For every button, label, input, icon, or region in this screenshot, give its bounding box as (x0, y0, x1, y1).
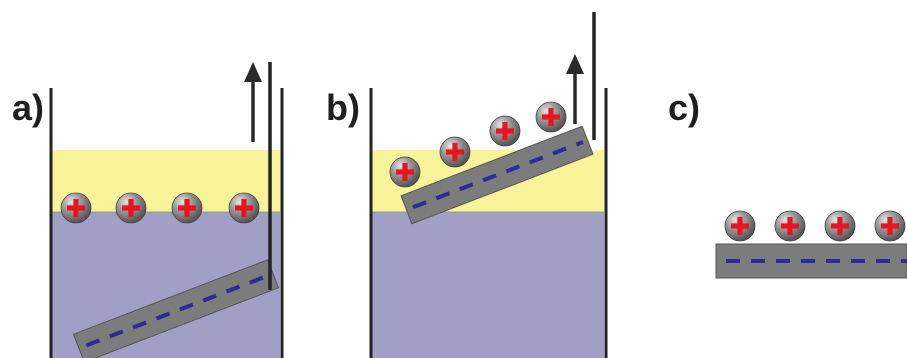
particle (60, 192, 92, 224)
panel-b-bottom-liquid (372, 212, 604, 358)
panel-c-label: c) (668, 87, 700, 128)
panel-a: a) (12, 62, 284, 358)
panel-a-substrate-dash (85, 274, 269, 348)
panel-b: b) (326, 12, 608, 358)
panel-a-up-arrow (244, 62, 262, 142)
particle (115, 192, 147, 224)
particle (489, 115, 521, 147)
panel-b-up-arrow (566, 54, 584, 124)
particle (171, 192, 203, 224)
panel-c-particles (724, 210, 906, 242)
panel-a-label: a) (12, 87, 44, 128)
particle (389, 156, 421, 188)
panel-a-substrate (72, 259, 280, 358)
particle (724, 210, 756, 242)
particle (874, 210, 906, 242)
particle (439, 136, 471, 168)
panel-b-substrate-dash (412, 140, 584, 210)
particle (228, 192, 260, 224)
particle (774, 210, 806, 242)
panel-b-label: b) (326, 87, 360, 128)
panel-c: c) (668, 87, 907, 279)
particle (824, 210, 856, 242)
particle (535, 101, 567, 133)
panel-c-substrate (715, 243, 907, 279)
panel-b-substrate (400, 125, 594, 225)
